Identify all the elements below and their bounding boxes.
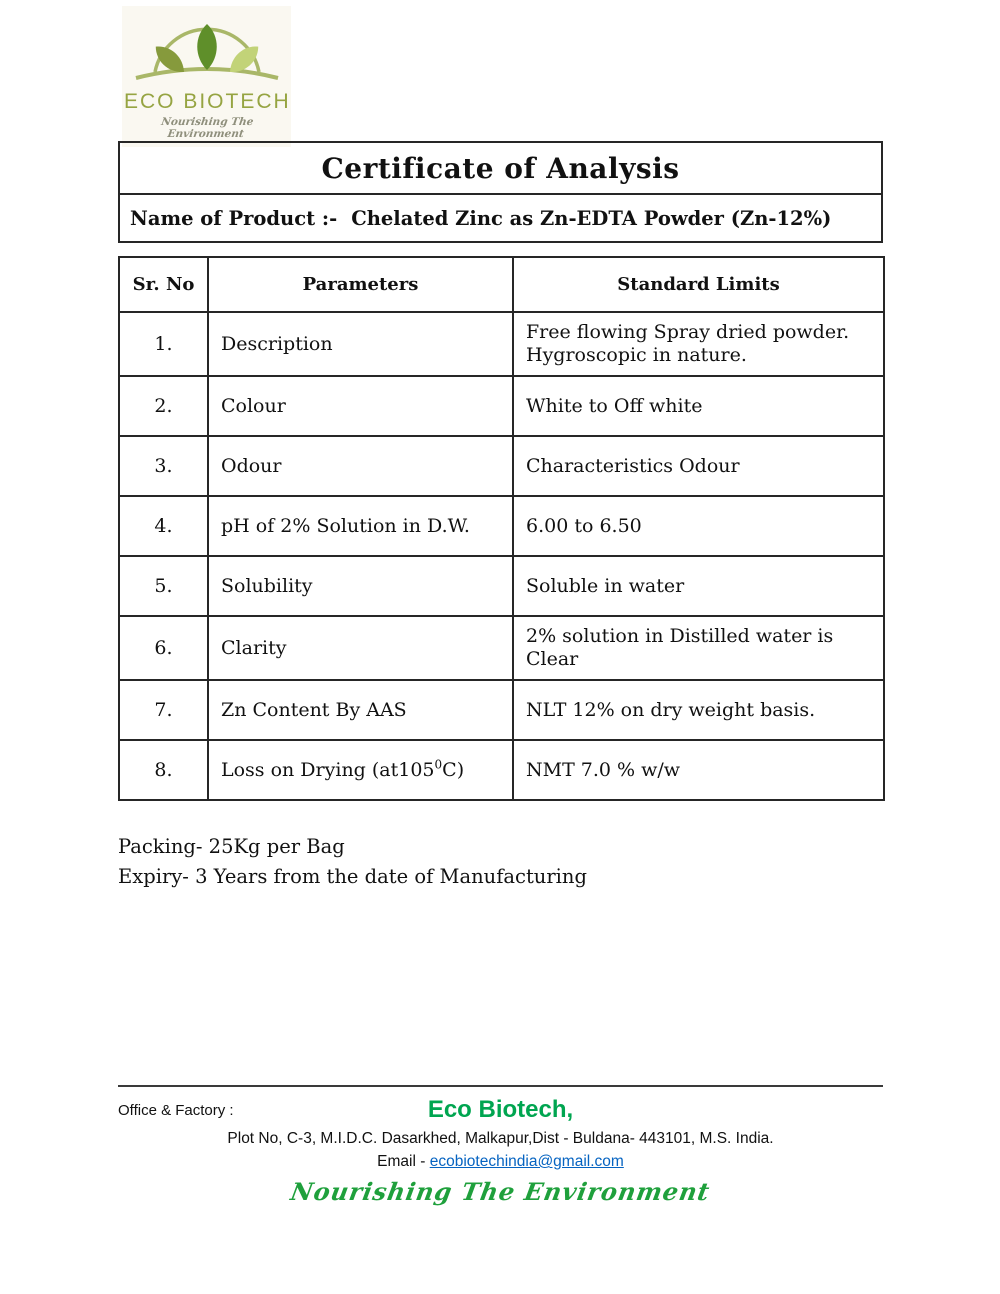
cell-parameter: Loss on Drying (at1050C) bbox=[207, 739, 514, 801]
cell-parameter: Clarity bbox=[207, 615, 514, 681]
footer-company-name: Eco Biotech, bbox=[427, 1096, 574, 1123]
table-row: 6. Clarity 2% solution in Distilled wate… bbox=[118, 615, 885, 681]
center-leaf-icon bbox=[196, 24, 217, 70]
certificate-title-box: Certificate of Analysis bbox=[118, 141, 883, 195]
right-leaf-icon bbox=[229, 46, 258, 73]
footer-address: Plot No, C-3, M.I.D.C. Dasarkhed, Malkap… bbox=[227, 1130, 774, 1147]
swoosh-arc bbox=[135, 67, 278, 80]
packing-note: Packing- 25Kg per Bag bbox=[118, 835, 345, 858]
cell-sr: 4. bbox=[118, 495, 209, 557]
cell-limit: Free flowing Spray dried powder. Hygrosc… bbox=[512, 311, 885, 377]
cell-sr: 6. bbox=[118, 615, 209, 681]
cell-sr: 8. bbox=[118, 739, 209, 801]
header-parameters: Parameters bbox=[207, 256, 514, 313]
cell-sr: 5. bbox=[118, 555, 209, 617]
footer-tagline: Nourishing The Environment bbox=[288, 1177, 713, 1206]
table-row: 2. Colour White to Off white bbox=[118, 375, 885, 437]
product-name-box: Name of Product :- Chelated Zinc as Zn-E… bbox=[118, 195, 883, 243]
header-sr-no: Sr. No bbox=[118, 256, 209, 313]
superscript-degree: 0 bbox=[434, 757, 443, 772]
certificate-body: Certificate of Analysis Name of Product … bbox=[118, 141, 885, 801]
footer-divider bbox=[118, 1085, 883, 1087]
table-header-row: Sr. No Parameters Standard Limits bbox=[118, 256, 885, 313]
cell-sr: 1. bbox=[118, 311, 209, 377]
email-label: Email - bbox=[377, 1153, 430, 1170]
cell-limit: Soluble in water bbox=[512, 555, 885, 617]
cell-sr: 2. bbox=[118, 375, 209, 437]
footer: Office & Factory : Eco Biotech, Plot No,… bbox=[118, 1085, 883, 1206]
cell-limit: NMT 7.0 % w/w bbox=[512, 739, 885, 801]
cell-parameter: pH of 2% Solution in D.W. bbox=[207, 495, 514, 557]
analysis-table: Sr. No Parameters Standard Limits 1. Des… bbox=[118, 256, 885, 801]
cell-parameter: Odour bbox=[207, 435, 514, 497]
cell-parameter: Zn Content By AAS bbox=[207, 679, 514, 741]
eco-biotech-logo: ECO BIOTECH Nourishing The Environment bbox=[122, 6, 291, 147]
table-row: 7. Zn Content By AAS NLT 12% on dry weig… bbox=[118, 679, 885, 741]
page-title: Certificate of Analysis bbox=[321, 151, 680, 185]
cell-limit: 2% solution in Distilled water is Clear bbox=[512, 615, 885, 681]
table-row: 3. Odour Characteristics Odour bbox=[118, 435, 885, 497]
cell-sr: 7. bbox=[118, 679, 209, 741]
header-standard-limits: Standard Limits bbox=[512, 256, 885, 313]
left-leaf-icon bbox=[155, 46, 184, 73]
table-row: 4. pH of 2% Solution in D.W. 6.00 to 6.5… bbox=[118, 495, 885, 557]
footer-email-line: Email - ecobiotechindia@gmail.com bbox=[118, 1153, 883, 1171]
cell-parameter: Colour bbox=[207, 375, 514, 437]
product-value: Chelated Zinc as Zn-EDTA Powder (Zn-12%) bbox=[351, 206, 832, 230]
product-label: Name of Product :- bbox=[130, 206, 338, 230]
cell-limit: 6.00 to 6.50 bbox=[512, 495, 885, 557]
logo-tagline: Nourishing The Environment bbox=[160, 116, 255, 140]
table-row: 5. Solubility Soluble in water bbox=[118, 555, 885, 617]
office-factory-label: Office & Factory : bbox=[118, 1102, 234, 1119]
cell-sr: 3. bbox=[118, 435, 209, 497]
table-row: 8. Loss on Drying (at1050C) NMT 7.0 % w/… bbox=[118, 739, 885, 801]
notes-block: Packing- 25Kg per Bag Expiry- 3 Years fr… bbox=[118, 832, 587, 892]
cell-limit: White to Off white bbox=[512, 375, 885, 437]
cell-limit: NLT 12% on dry weight basis. bbox=[512, 679, 885, 741]
table-row: 1. Description Free flowing Spray dried … bbox=[118, 311, 885, 377]
cell-parameter: Solubility bbox=[207, 555, 514, 617]
expiry-note: Expiry- 3 Years from the date of Manufac… bbox=[118, 865, 587, 889]
logo-company-name: ECO BIOTECH bbox=[124, 90, 291, 113]
leaves-arch-icon bbox=[135, 24, 278, 80]
cell-limit: Characteristics Odour bbox=[512, 435, 885, 497]
email-link[interactable]: ecobiotechindia@gmail.com bbox=[429, 1153, 624, 1170]
cell-parameter: Description bbox=[207, 311, 514, 377]
